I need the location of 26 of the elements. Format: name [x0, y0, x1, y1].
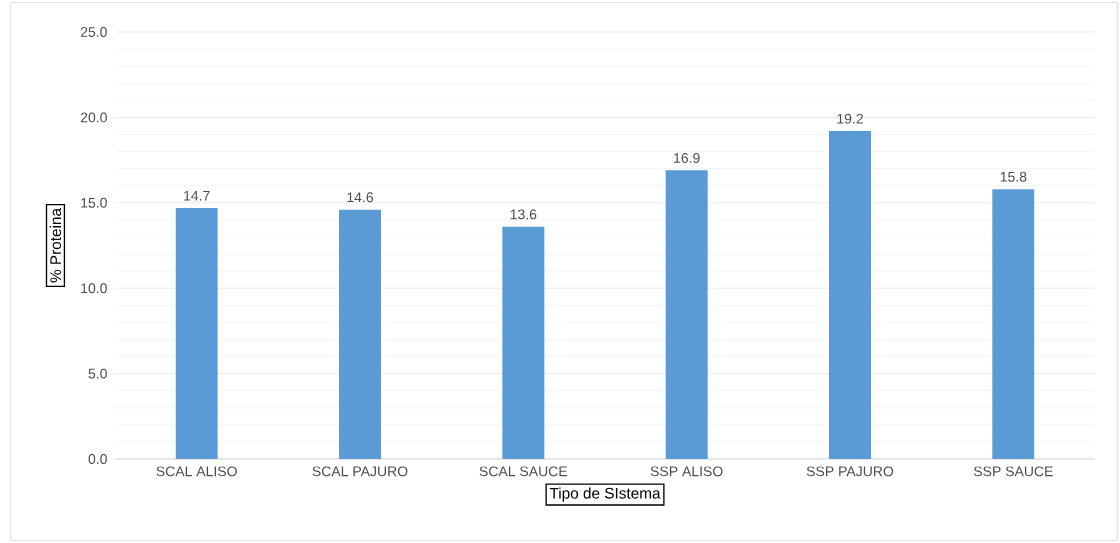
bar: [829, 131, 871, 459]
x-tick-label: SSP SAUCE: [973, 466, 1053, 477]
data-label: 15.8: [1000, 171, 1027, 182]
bar: [992, 189, 1035, 459]
y-tick-label: 10.0: [81, 283, 107, 294]
y-tick-label: 25.0: [80, 27, 107, 37]
data-label: 14.7: [184, 190, 210, 201]
y-axis-title: % Proteina: [49, 208, 62, 283]
data-label: 13.6: [510, 209, 537, 220]
x-tick-label: SSP PAJURO: [806, 466, 894, 477]
data-label: 14.6: [347, 192, 374, 203]
x-tick-label: SCAL PAJURO: [312, 466, 408, 477]
y-tick-label: 20.0: [80, 112, 107, 123]
x-tick-label: SCAL ALISO: [156, 466, 237, 477]
data-label: 19.2: [837, 113, 863, 124]
y-tick-label: 0.0: [88, 454, 107, 464]
x-axis-title: Tipo de SIstema: [549, 487, 661, 502]
y-tick-label: 5.0: [88, 368, 107, 379]
x-tick-label: SCAL SAUCE: [479, 466, 568, 477]
x-tick-label: SSP ALISO: [650, 466, 723, 477]
bar: [665, 170, 708, 459]
data-label: 16.9: [674, 153, 700, 163]
bar: [175, 207, 218, 459]
bar: [339, 209, 381, 459]
bar: [502, 226, 545, 459]
y-tick-label: 15.0: [81, 197, 107, 208]
